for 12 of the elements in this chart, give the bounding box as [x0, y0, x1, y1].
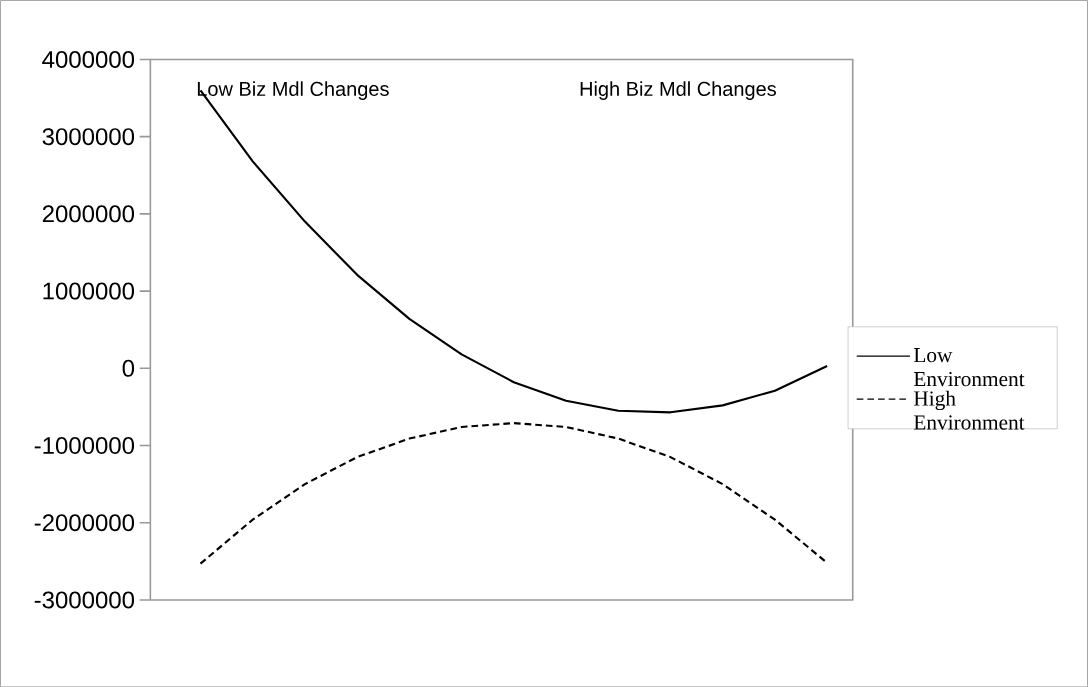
y-tick-label: 2000000	[42, 205, 135, 223]
y-tick-label: -1000000	[34, 436, 135, 454]
y-tick-label: 3000000	[42, 127, 135, 145]
y-tick-label: -3000000	[34, 591, 135, 609]
y-tick-label: 1000000	[43, 282, 135, 300]
y-tick-label: -2000000	[34, 514, 135, 532]
legend-label: Low Environment	[913, 347, 1025, 387]
annotation: Low Biz Mdl Changes	[197, 81, 389, 100]
annotation: High Biz Mdl Changes	[580, 81, 776, 100]
y-tick-label: 0	[122, 359, 135, 377]
y-tick-label: 4000000	[42, 50, 135, 68]
legend-label: High Environment	[913, 390, 1025, 430]
